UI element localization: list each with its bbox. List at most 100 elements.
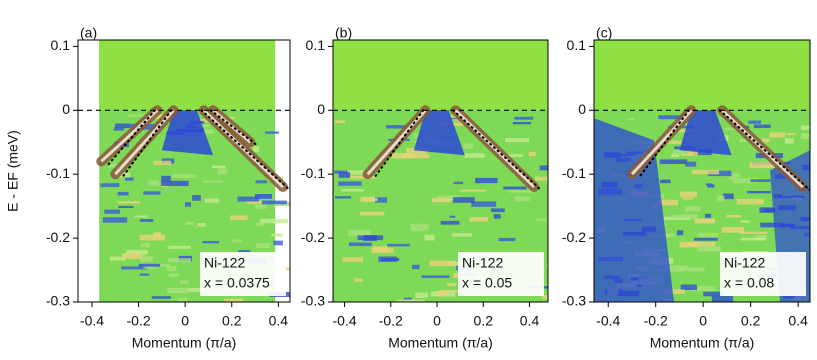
texture	[139, 234, 166, 241]
spectrum-image	[96, 40, 290, 302]
texture	[671, 214, 698, 219]
texture	[747, 191, 771, 194]
texture	[748, 120, 762, 124]
plot-frame	[593, 39, 811, 303]
texture	[412, 264, 420, 270]
x-tick-label: -0.4	[80, 313, 104, 329]
y-axis-label: E - EF (meV)	[5, 130, 21, 212]
y-tick-label: -0.1	[562, 165, 586, 181]
texture	[429, 260, 456, 267]
texture	[760, 222, 785, 228]
upper-region	[594, 40, 810, 111]
texture	[204, 198, 220, 203]
texture	[471, 201, 497, 207]
texture	[340, 189, 365, 192]
texture	[151, 296, 171, 299]
texture	[184, 202, 192, 207]
texture	[166, 265, 177, 272]
texture	[733, 178, 759, 184]
texture	[115, 123, 131, 129]
texture	[755, 235, 767, 240]
texture	[514, 116, 534, 120]
texture	[338, 172, 351, 178]
texture	[753, 124, 771, 129]
texture	[721, 226, 744, 233]
texture	[424, 234, 435, 241]
texture	[545, 264, 548, 267]
texture	[140, 256, 153, 262]
texture	[532, 304, 546, 308]
texture	[265, 131, 279, 134]
dotted-guide	[107, 109, 156, 166]
x-tick-label: 0.4	[269, 313, 289, 329]
texture	[453, 181, 464, 185]
texture	[759, 207, 775, 213]
texture	[387, 243, 411, 247]
texture	[410, 223, 429, 230]
texture	[660, 179, 671, 184]
texture	[493, 214, 501, 219]
y-tick-label: -0.3	[562, 293, 586, 309]
texture	[729, 176, 736, 181]
x-tick-label: 0.2	[474, 313, 494, 329]
texture	[732, 172, 741, 178]
texture	[168, 258, 192, 263]
texture	[498, 237, 516, 242]
texture	[739, 139, 748, 142]
y-tick-label: -0.2	[562, 229, 586, 245]
dotted-guide	[452, 109, 543, 192]
texture	[338, 181, 362, 186]
texture	[411, 229, 425, 232]
texture	[440, 220, 460, 225]
texture	[541, 295, 548, 300]
texture	[463, 143, 474, 149]
texture	[536, 218, 547, 222]
texture	[436, 290, 447, 297]
annotation-box	[200, 252, 286, 296]
texture	[421, 275, 450, 278]
texture	[348, 242, 372, 247]
texture	[512, 122, 531, 125]
texture	[503, 186, 527, 190]
texture	[453, 197, 475, 203]
texture	[232, 239, 242, 243]
plot-frame	[77, 39, 291, 303]
plot-frame	[332, 39, 549, 303]
texture	[705, 183, 713, 186]
texture	[697, 245, 721, 252]
texture	[114, 172, 131, 178]
panel-label: (c)	[596, 25, 612, 41]
annotation: x = 0.0375	[204, 275, 270, 291]
texture	[349, 175, 376, 179]
annotation: Ni-122	[462, 255, 503, 271]
texture	[692, 169, 720, 175]
x-tick-label: 0.4	[520, 313, 540, 329]
texture	[138, 263, 161, 267]
texture	[237, 196, 259, 202]
texture	[491, 208, 505, 213]
texture	[786, 133, 796, 136]
x-tick-label: 0	[433, 313, 441, 329]
texture	[246, 200, 263, 204]
texture	[446, 283, 457, 287]
texture	[707, 184, 715, 188]
texture	[722, 193, 734, 200]
texture	[148, 180, 160, 186]
texture	[167, 287, 189, 294]
y-tick-label: 0	[62, 101, 70, 117]
dotted-guide	[121, 109, 173, 179]
upper-region	[333, 40, 548, 111]
dotted-guide	[200, 109, 290, 192]
x-tick-label: 0.2	[222, 313, 242, 329]
x-tick-label: 0.4	[788, 313, 808, 329]
texture	[514, 196, 531, 202]
texture	[185, 221, 195, 225]
texture	[139, 273, 150, 276]
texture	[534, 176, 548, 181]
y-tick-label: -0.3	[46, 293, 70, 309]
texture	[701, 304, 728, 309]
x-tick-label: -0.2	[644, 313, 668, 329]
texture	[626, 118, 635, 121]
texture	[143, 191, 161, 195]
texture	[528, 151, 536, 157]
